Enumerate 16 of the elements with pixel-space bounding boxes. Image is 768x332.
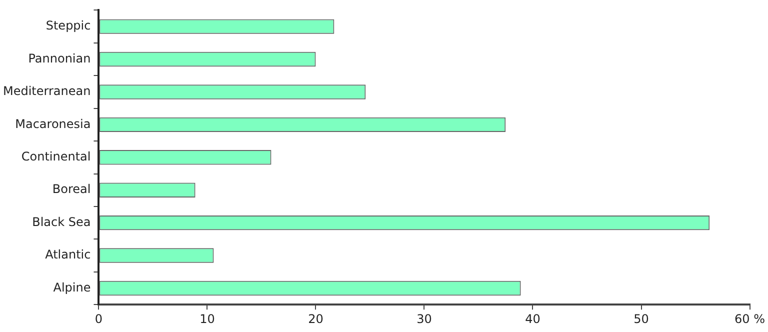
x-tick-label: 30 [416, 312, 432, 326]
x-tick-label: 40 [525, 312, 540, 326]
y-tick-label: Mediterranean [3, 84, 91, 98]
x-tick-label: 20 [308, 312, 324, 326]
y-tick-label: Macaronesia [15, 116, 91, 131]
y-tick-label: Alpine [53, 280, 91, 294]
x-tick-label: 0 [94, 312, 103, 326]
y-tick-label: Steppic [46, 18, 91, 33]
y-tick-label: Pannonian [28, 51, 91, 66]
y-tick-label: Atlantic [45, 248, 91, 262]
x-tick-label: 50 [634, 312, 649, 326]
y-tick-label: Black Sea [32, 214, 91, 229]
y-tick-label: Boreal [52, 182, 91, 196]
x-tick-label: 60 % [734, 312, 766, 326]
x-tick-label: 10 [200, 312, 215, 326]
y-tick-label: Continental [21, 150, 91, 164]
